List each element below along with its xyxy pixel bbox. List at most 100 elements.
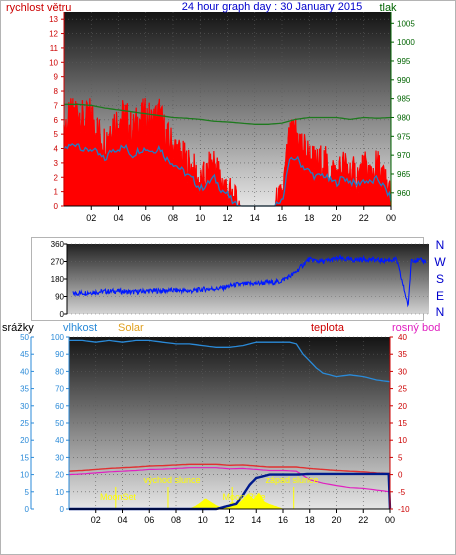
panel1-x-tick-label: 02 — [86, 213, 96, 223]
temperature-axis-tick-label: 25 — [398, 385, 407, 394]
wind-axis-tick-label: 6 — [54, 116, 59, 125]
panel1-x-tick-label: 04 — [113, 213, 123, 223]
wind-average-line — [63, 143, 392, 207]
panel3-x-tick-label: 18 — [305, 515, 315, 525]
pressure-axis-tick-label: 990 — [397, 76, 411, 85]
panel1-x-tick-label: 10 — [195, 213, 205, 223]
panel3-x-tick-label: 10 — [198, 515, 208, 525]
panel3-x-tick-label: 22 — [358, 515, 368, 525]
humidity-axis-tick-label: 40 — [55, 436, 64, 445]
direction-axis-tick-label: 270 — [51, 258, 65, 267]
sunset-label: západ slunce — [265, 475, 318, 485]
rain-axis-tick-label: 0 — [25, 505, 30, 514]
humidity-axis-tick-label: 50 — [55, 419, 64, 428]
humidity-label: vlhkost — [63, 322, 97, 334]
rain-axis-tick-label: 25 — [20, 419, 29, 428]
axis-layer: 02 04 06 08 10 12 14 16 18 20 22 000123456789101112… — [20, 12, 415, 525]
temperature-label: teplota — [311, 322, 345, 334]
rain-axis-tick-label: 10 — [20, 471, 29, 480]
panel3-x-tick-label: 14 — [251, 515, 261, 525]
direction-letter-w: W — [434, 255, 446, 269]
wind-axis-tick-label: 5 — [54, 130, 59, 139]
panel1-x-tick-label: 22 — [359, 213, 369, 223]
chart-title: 24 hour graph day : 30 January 2015 — [182, 1, 362, 13]
panel1-x-tick-label: 20 — [331, 213, 341, 223]
wind-axis-tick-label: 2 — [54, 173, 59, 182]
panel3-x-tick-label: 06 — [144, 515, 154, 525]
panel3-x-tick-label: 00 — [385, 515, 395, 525]
wind-speed-axis-title: rychlost větru — [6, 2, 71, 14]
pressure-axis-title: tlak — [379, 2, 397, 14]
moonrise-label: Moon Rise — [222, 492, 265, 502]
pressure-line — [64, 103, 392, 125]
panel1-x-tick-label: 12 — [222, 213, 232, 223]
humidity-axis-tick-label: 80 — [55, 367, 64, 376]
rain-label: srážky — [2, 322, 34, 334]
direction-letter-s: S — [436, 272, 444, 286]
temperature-axis-tick-label: -10 — [398, 505, 410, 514]
wind-gust-line — [63, 98, 392, 207]
direction-letter-n-top: N — [436, 238, 445, 252]
temperature-axis-tick-label: 10 — [398, 436, 407, 445]
pressure-axis-tick-label: 965 — [397, 170, 411, 179]
rain-axis-tick-label: 35 — [20, 385, 29, 394]
humidity-axis-tick-label: 20 — [55, 471, 64, 480]
sunrise-label: východ slunce — [143, 475, 200, 485]
wind-axis-tick-label: 12 — [49, 30, 58, 39]
panel3-x-tick-label: 04 — [117, 515, 127, 525]
wind-axis-tick-label: 8 — [54, 87, 59, 96]
panel1-x-tick-label: 18 — [304, 213, 314, 223]
temperature-axis-tick-label: 40 — [398, 333, 407, 342]
wind-axis-tick-label: 1 — [54, 188, 59, 197]
panel1-x-tick-label: 00 — [386, 213, 396, 223]
temperature-axis-tick-label: -5 — [398, 488, 406, 497]
temperature-axis-tick-label: 0 — [398, 471, 403, 480]
rain-axis-tick-label: 50 — [20, 333, 29, 342]
wind-axis-tick-label: 10 — [49, 58, 58, 67]
panel1-x-tick-label: 16 — [277, 213, 287, 223]
rain-axis-tick-label: 5 — [25, 488, 30, 497]
direction-letter-n-bottom: N — [436, 305, 445, 319]
grid-layer — [64, 12, 429, 510]
panel3-x-tick-label: 20 — [331, 515, 341, 525]
temperature-axis-tick-label: 30 — [398, 367, 407, 376]
temperature-axis-tick-label: 5 — [398, 453, 403, 462]
pressure-axis-tick-label: 975 — [397, 132, 411, 141]
humidity-axis-tick-label: 30 — [55, 453, 64, 462]
direction-axis-tick-label: 90 — [55, 293, 64, 302]
rain-axis-tick-label: 30 — [20, 402, 29, 411]
wind-axis-tick-label: 13 — [49, 15, 58, 24]
temperature-axis-tick-label: 35 — [398, 350, 407, 359]
humidity-axis-tick-label: 60 — [55, 402, 64, 411]
direction-letter-e: E — [436, 289, 444, 303]
solar-label: Solar — [118, 322, 144, 334]
moonset-label: MoonSet — [100, 492, 137, 502]
rain-axis-tick-label: 45 — [20, 350, 29, 359]
pressure-axis-tick-label: 1005 — [397, 19, 415, 28]
temperature-axis-tick-label: 15 — [398, 419, 407, 428]
rain-axis-tick-label: 20 — [20, 436, 29, 445]
pressure-axis-tick-label: 970 — [397, 151, 411, 160]
pressure-axis-tick-label: 1000 — [397, 38, 415, 47]
panel3-x-tick-label: 12 — [224, 515, 234, 525]
pressure-axis-tick-label: 980 — [397, 113, 411, 122]
panel1-x-tick-label: 06 — [141, 213, 151, 223]
wind-axis-tick-label: 0 — [54, 202, 59, 211]
temperature-axis-tick-label: 20 — [398, 402, 407, 411]
wind-axis-tick-label: 7 — [54, 101, 59, 110]
humidity-axis-tick-label: 100 — [51, 333, 65, 342]
pressure-axis-tick-label: 995 — [397, 57, 411, 66]
wind-axis-tick-label: 4 — [54, 145, 59, 154]
humidity-axis-tick-label: 0 — [60, 505, 65, 514]
panel3-x-tick-label: 08 — [171, 515, 181, 525]
wind-axis-tick-label: 11 — [50, 44, 59, 53]
wind-axis-tick-label: 9 — [54, 73, 59, 82]
humidity-line — [69, 339, 391, 383]
temperature-line — [68, 463, 391, 475]
humidity-axis-tick-label: 70 — [55, 385, 64, 394]
panel3-x-tick-label: 16 — [278, 515, 288, 525]
direction-axis-tick-label: 180 — [51, 275, 65, 284]
direction-axis-tick-label: 360 — [51, 240, 65, 249]
